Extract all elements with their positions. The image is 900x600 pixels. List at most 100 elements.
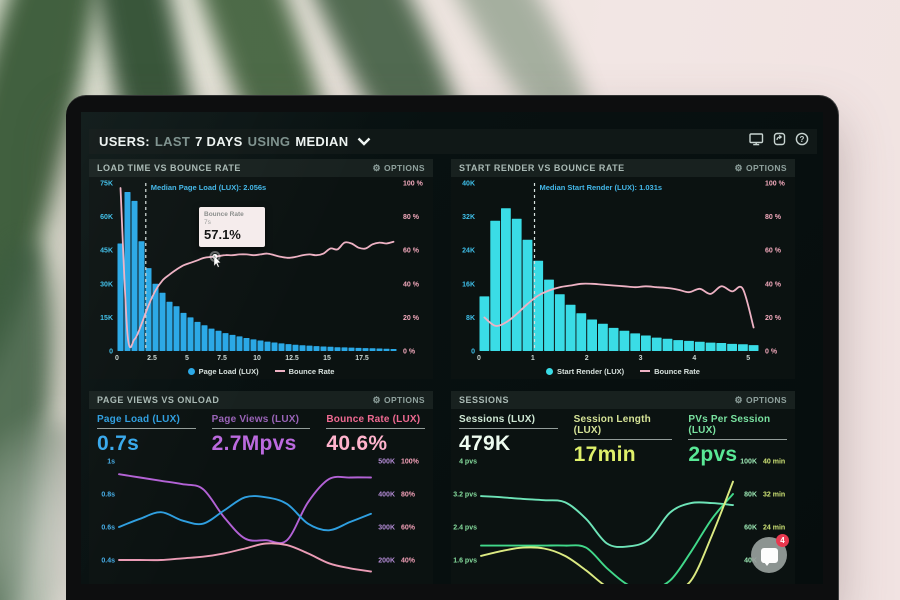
help-icon[interactable]: ? — [795, 132, 809, 151]
svg-text:60 %: 60 % — [403, 248, 420, 255]
panel-title: START RENDER VS BOUNCE RATE — [459, 163, 625, 173]
metric-value: 479K — [459, 432, 511, 455]
chart-legend: Start Render (LUX) Bounce Rate — [451, 363, 795, 379]
svg-text:75K: 75K — [100, 181, 113, 188]
panel-title: SESSIONS — [459, 395, 510, 405]
monitor-icon[interactable] — [749, 132, 764, 151]
options-button[interactable]: ⚙ OPTIONS — [372, 162, 425, 173]
options-button[interactable]: ⚙ OPTIONS — [734, 394, 787, 405]
metrics-row: Sessions (LUX) 479K Session Length (LUX)… — [451, 409, 795, 466]
panel-header: PAGE VIEWS VS ONLOAD ⚙ OPTIONS — [89, 391, 433, 409]
svg-text:1: 1 — [531, 355, 535, 362]
tooltip-value: 57.1% — [204, 227, 241, 242]
options-button[interactable]: ⚙ OPTIONS — [372, 394, 425, 405]
svg-text:16K: 16K — [462, 281, 475, 288]
svg-text:4: 4 — [692, 355, 696, 362]
metric-value: 2pvs — [688, 443, 738, 466]
start-render-histogram[interactable]: 40K 32K 24K 16K 8K 0 100 % 80 % 60 % 40 % 20 % 0 % 0… — [451, 177, 795, 363]
metric-page-views: Page Views (LUX) 2.7Mpvs — [211, 414, 311, 455]
svg-text:40 %: 40 % — [765, 281, 782, 288]
laptop-screen: USERS: LAST 7 DAYS USING MEDIAN — [81, 112, 823, 584]
header-segment: LAST — [154, 134, 191, 149]
gear-icon: ⚙ — [372, 394, 381, 405]
svg-text:5: 5 — [185, 355, 189, 362]
legend-item: Bounce Rate — [640, 367, 700, 376]
legend-item: Start Render (LUX) — [546, 367, 624, 376]
page-views-line-chart[interactable]: 1s 0.8s 0.6s 0.4s 500K 400K 300K 200K 100% 80% 60%… — [89, 453, 433, 584]
svg-text:15: 15 — [323, 355, 331, 362]
svg-text:3: 3 — [639, 355, 643, 362]
header-segment: USING — [247, 134, 291, 149]
metric-value: 40.6% — [326, 432, 388, 455]
svg-text:40%: 40% — [401, 558, 416, 565]
svg-text:2.4 pvs: 2.4 pvs — [453, 525, 477, 532]
svg-text:100 %: 100 % — [765, 181, 786, 188]
bounce-rate-tooltip: Bounce Rate 7s 57.1% — [199, 207, 265, 247]
svg-text:40K: 40K — [744, 558, 757, 565]
load-time-histogram[interactable]: 75K 60K 45K 30K 15K 0 100 % 80 % 60 % 40 % 20 % 0 %… — [89, 177, 433, 363]
metric-label: PVs Per Session (LUX) — [688, 414, 788, 440]
svg-text:80%: 80% — [401, 492, 416, 499]
chat-bubble-icon — [760, 547, 778, 566]
svg-text:Median Start Render (LUX): 1.0: Median Start Render (LUX): 1.031s — [540, 183, 663, 192]
panel-header: LOAD TIME VS BOUNCE RATE ⚙ OPTIONS — [89, 159, 433, 177]
svg-text:30K: 30K — [100, 281, 113, 288]
notification-badge: 4 — [776, 534, 789, 547]
svg-text:32 min: 32 min — [763, 492, 785, 499]
svg-text:80 %: 80 % — [765, 214, 782, 221]
svg-text:20 %: 20 % — [765, 315, 782, 322]
svg-text:32K: 32K — [462, 214, 475, 221]
chart-legend: Page Load (LUX) Bounce Rate — [89, 363, 433, 379]
mobile-icon[interactable] — [773, 132, 786, 151]
svg-text:60%: 60% — [401, 525, 416, 532]
svg-text:80 %: 80 % — [403, 214, 420, 221]
svg-text:500K: 500K — [378, 459, 395, 466]
svg-text:7.5: 7.5 — [217, 355, 227, 362]
panel-header: START RENDER VS BOUNCE RATE ⚙ OPTIONS — [451, 159, 795, 177]
svg-text:Median Page Load (LUX): 2.056s: Median Page Load (LUX): 2.056s — [151, 183, 266, 192]
svg-text:24K: 24K — [462, 248, 475, 255]
sessions-line-chart[interactable]: 4 pvs 3.2 pvs 2.4 pvs 1.6 pvs 100K 80K 60K 40K 4… — [451, 453, 795, 584]
svg-text:400K: 400K — [378, 492, 395, 499]
svg-text:0: 0 — [115, 355, 119, 362]
svg-text:5: 5 — [746, 355, 750, 362]
svg-text:12.5: 12.5 — [285, 355, 299, 362]
svg-text:?: ? — [800, 135, 805, 144]
options-button[interactable]: ⚙ OPTIONS — [734, 162, 787, 173]
panel-title: PAGE VIEWS VS ONLOAD — [97, 395, 220, 405]
svg-text:40 min: 40 min — [763, 459, 785, 466]
gear-icon: ⚙ — [372, 162, 381, 173]
svg-text:60K: 60K — [744, 525, 757, 532]
svg-text:3.2 pvs: 3.2 pvs — [453, 492, 477, 499]
app-header: USERS: LAST 7 DAYS USING MEDIAN — [89, 129, 817, 154]
gear-icon: ⚙ — [734, 394, 743, 405]
gear-icon: ⚙ — [734, 162, 743, 173]
panel-page-views-vs-onload: PAGE VIEWS VS ONLOAD ⚙ OPTIONS Page Load … — [89, 391, 433, 584]
svg-text:100 %: 100 % — [403, 181, 424, 188]
users-filter-dropdown[interactable]: USERS: LAST 7 DAYS USING MEDIAN — [99, 133, 371, 151]
chevron-down-icon — [357, 133, 371, 151]
metric-label: Page Views (LUX) — [211, 414, 311, 429]
header-segment: USERS: — [99, 134, 150, 149]
svg-text:2.5: 2.5 — [147, 355, 157, 362]
svg-text:40 %: 40 % — [403, 281, 420, 288]
metric-label: Bounce Rate (LUX) — [326, 414, 426, 429]
dashboard: USERS: LAST 7 DAYS USING MEDIAN — [89, 129, 817, 584]
metric-label: Page Load (LUX) — [97, 414, 196, 429]
tooltip-x-value: 7s — [204, 219, 211, 226]
svg-text:17.5: 17.5 — [355, 355, 369, 362]
svg-text:45K: 45K — [100, 248, 113, 255]
svg-text:0: 0 — [477, 355, 481, 362]
metric-session-length: Session Length (LUX) 17min — [573, 414, 673, 466]
panel-load-time-vs-bounce-rate: LOAD TIME VS BOUNCE RATE ⚙ OPTIONS 75K 60K… — [89, 159, 433, 379]
svg-text:2: 2 — [585, 355, 589, 362]
svg-text:60 %: 60 % — [765, 248, 782, 255]
metric-value: 2.7Mpvs — [211, 432, 297, 455]
svg-text:20 %: 20 % — [403, 315, 420, 322]
chat-widget-button[interactable]: 4 — [751, 534, 789, 573]
svg-text:0: 0 — [471, 349, 475, 356]
metric-label: Sessions (LUX) — [459, 414, 558, 429]
svg-text:100K: 100K — [740, 459, 757, 466]
svg-text:1.6 pvs: 1.6 pvs — [453, 558, 477, 565]
